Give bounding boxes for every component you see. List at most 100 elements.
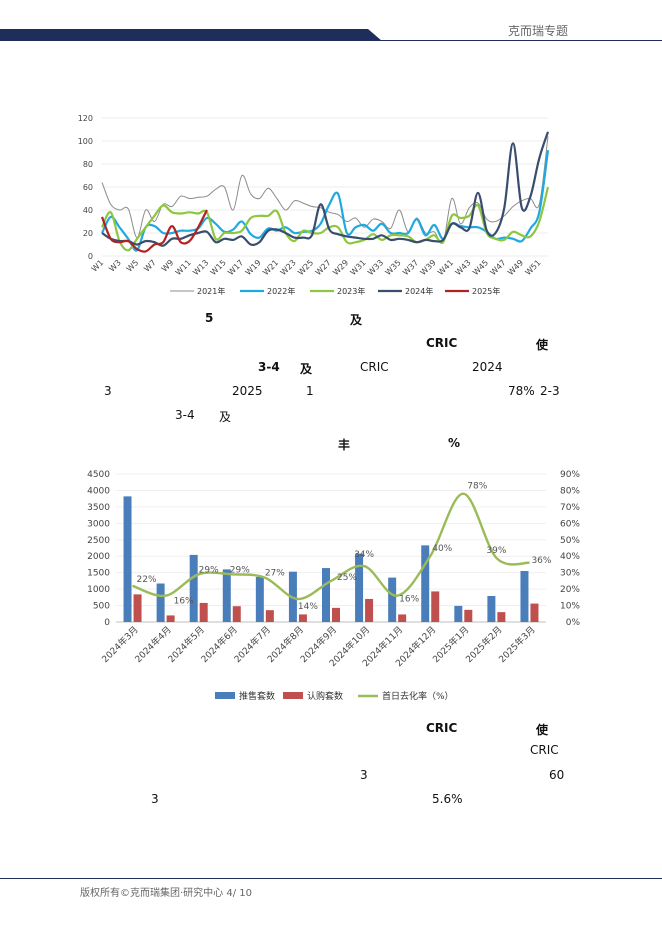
chart1-y-tick: 20	[83, 229, 93, 238]
chart2-bar-subscribed	[265, 610, 274, 622]
chart2-y-right-tick: 40%	[560, 552, 580, 562]
chart2-y-right-tick: 60%	[560, 519, 580, 529]
chart2-y-left-tick: 0	[104, 618, 110, 628]
chart2-bar-pushed	[255, 576, 264, 622]
para1-line3-range: 3-4	[258, 360, 280, 374]
chart1-x-tick: W47	[489, 258, 508, 277]
chart2-bar-pushed	[487, 596, 496, 622]
chart2-bar-subscribed	[431, 591, 440, 622]
para1-line3-cric: CRIC	[360, 360, 389, 374]
chart2-bar-subscribed	[365, 598, 374, 622]
chart2-bar-subscribed	[232, 606, 241, 622]
chart1-x-tick: W51	[524, 258, 543, 277]
para1-line3-year: 2024	[472, 360, 503, 374]
chart1-x-tick: W27	[314, 258, 333, 277]
chart2-bar-pushed	[388, 577, 397, 622]
footer-rule	[0, 878, 662, 879]
chart2-y-left-tick: 3000	[87, 519, 110, 529]
chart1-x-tick: W37	[401, 258, 420, 277]
chart1-legend-label: 2025年	[472, 286, 500, 296]
header-title: 克而瑞专题	[507, 24, 568, 38]
chart1-x-tick: W7	[142, 258, 158, 274]
para1-line2-word: 使	[536, 338, 549, 352]
chart1-x-tick: W13	[191, 258, 210, 277]
para1-line5-range: 3-4	[175, 408, 195, 422]
chart2-bar-pushed	[123, 496, 132, 622]
chart1-y-tick: 120	[78, 114, 93, 123]
chart2-y-right-tick: 30%	[560, 569, 580, 579]
chart1-x-tick: W39	[419, 258, 438, 277]
chart2-y-left-tick: 1500	[87, 569, 110, 579]
para2-line4-a: 3	[151, 792, 159, 806]
chart2-y-right-tick: 80%	[560, 486, 580, 496]
chart2-bar-pushed	[322, 568, 330, 622]
para2-line1-cric: CRIC	[426, 721, 458, 735]
chart1-x-tick: W11	[174, 258, 193, 277]
chart1-legend-label: 2022年	[267, 286, 295, 296]
chart2-bar-pushed	[156, 583, 165, 622]
chart2-bar-pushed	[421, 545, 430, 622]
chart1-y-tick: 100	[78, 137, 93, 146]
chart2-rate-label: 14%	[298, 602, 318, 612]
chart2-bar-pushed	[520, 571, 529, 622]
chart2-y-left-tick: 4500	[87, 470, 110, 480]
para1-line4-pct: 78%	[508, 384, 535, 398]
chart1-x-tick: W5	[125, 258, 141, 274]
chart2-rate-label: 25%	[337, 573, 357, 583]
chart2-bar-subscribed	[298, 614, 307, 622]
chart2-bar-subscribed	[133, 594, 142, 622]
chart1-legend-label: 2024年	[405, 286, 433, 296]
chart2-y-left-tick: 500	[93, 602, 110, 612]
header-rule	[0, 40, 662, 41]
chart2-rate-label: 39%	[486, 546, 506, 556]
chart2-y-left-tick: 2500	[87, 536, 110, 546]
chart1-y-tick: 80	[83, 160, 93, 169]
chart2-rate-label: 22%	[137, 575, 157, 585]
para1-line3-word: 及	[300, 362, 313, 376]
para2-line3-a: 3	[360, 768, 368, 782]
chart1-x-tick: W25	[296, 258, 315, 277]
para1-line5-word: 及	[219, 410, 232, 424]
chart2-bar-subscribed	[530, 603, 539, 622]
chart1-x-tick: W29	[331, 258, 350, 277]
chart2-y-right-tick: 10%	[560, 602, 580, 612]
chart2-y-left-tick: 1000	[87, 585, 110, 595]
chart1-y-tick: 0	[88, 252, 93, 261]
chart2-y-right-tick: 50%	[560, 536, 580, 546]
chart1-y-tick: 40	[83, 206, 93, 215]
para2-line2-cric: CRIC	[530, 743, 559, 757]
chart2-legend-label: 认购套数	[307, 690, 343, 702]
chart1-legend-label: 2021年	[197, 286, 225, 296]
chart1-x-tick: W3	[107, 258, 123, 274]
monthly-bar-line-chart: 0 500 1000 1500 2000 2500 3000 3500 4000 4500 0% 10…	[87, 470, 581, 702]
chart2-rate-label: 29%	[230, 565, 250, 575]
chart2-bar-subscribed	[497, 612, 506, 622]
chart2-rate-label: 27%	[265, 569, 285, 579]
chart1-legend-label: 2023年	[337, 286, 365, 296]
para1-line6-word: 丰	[338, 438, 351, 452]
chart2-y-right-tick: 90%	[560, 470, 580, 480]
chart2-rate-label: 29%	[199, 565, 219, 575]
chart2-rate-line	[132, 492, 530, 601]
chart2-y-right-tick: 0%	[566, 618, 581, 628]
chart1-x-tick: W43	[454, 258, 473, 277]
chart2-y-left-tick: 4000	[87, 486, 110, 496]
chart2-bar-subscribed	[398, 614, 407, 622]
chart2-x-tick: 2025年3月	[496, 624, 537, 665]
chart2-legend-swatch	[215, 692, 235, 699]
chart2-rate-label: 78%	[467, 482, 487, 492]
para1-line4-a: 3	[104, 384, 112, 398]
chart2-bar-pushed	[222, 569, 231, 622]
chart1-x-tick: W17	[226, 258, 245, 277]
para1-line2-cric: CRIC	[426, 336, 458, 350]
chart2-bar-pushed	[189, 554, 198, 622]
chart2-bar-pushed	[355, 553, 364, 622]
chart1-x-tick: W23	[279, 258, 298, 277]
para2-line1-word: 使	[536, 723, 549, 737]
chart2-rate-label: 16%	[399, 595, 419, 605]
chart2-bar-subscribed	[199, 602, 208, 622]
para1-line4-range: 2-3	[540, 384, 560, 398]
para1-line4-year: 2025	[232, 384, 263, 398]
chart2-rate-label: 36%	[531, 556, 551, 566]
